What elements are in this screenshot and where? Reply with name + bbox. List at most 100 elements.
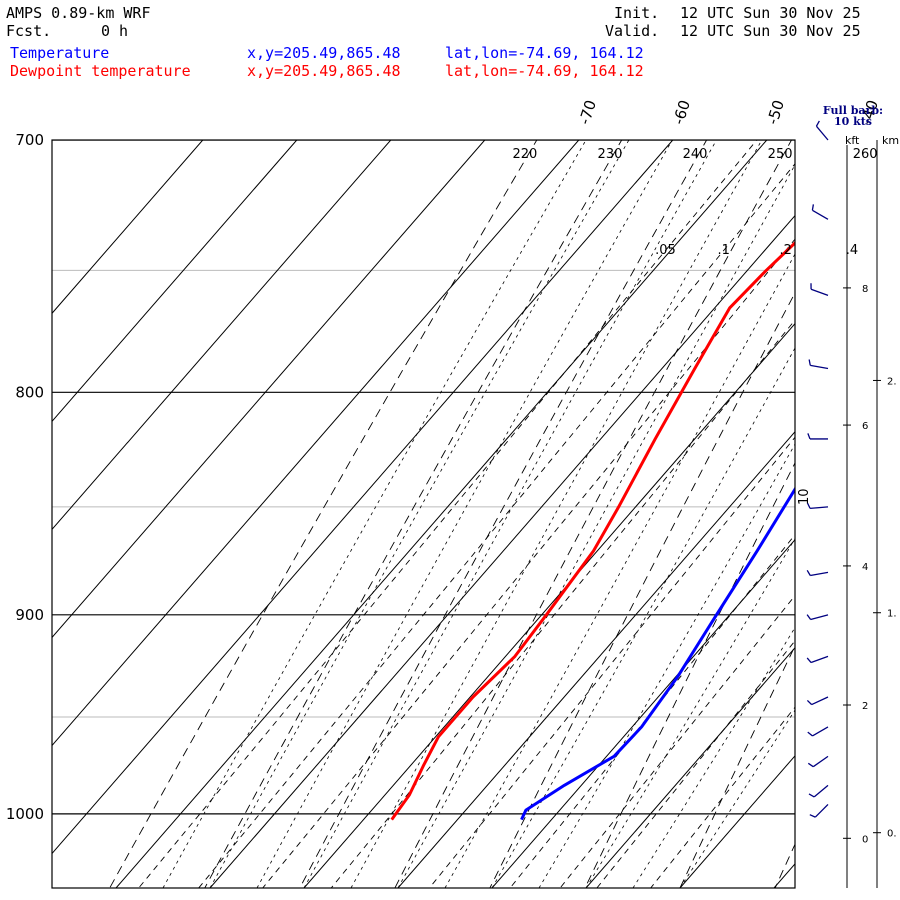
barb-legend-title: Full barb: <box>823 104 883 117</box>
mixing-ratio-line <box>330 319 795 888</box>
theta-tick-label: 240 <box>683 147 708 162</box>
wind-barb-flag <box>806 570 811 576</box>
mixing-ratio-line <box>559 594 795 888</box>
dry-adiabat-line <box>299 140 708 888</box>
mixing-ratio-line <box>596 640 795 888</box>
wind-barb-flag <box>807 731 813 737</box>
wind-barb <box>807 726 829 737</box>
sounding-line <box>520 486 795 821</box>
kft-tick-label: 0 <box>862 834 868 845</box>
pressure-tick-label: 900 <box>15 606 44 624</box>
model-title: AMPS 0.89-km WRF <box>6 4 151 22</box>
wind-barb <box>806 696 829 706</box>
temperature-tick-label: -50 <box>763 98 788 127</box>
legend-dewpoint-latlon: lat,lon=-74.69, 164.12 <box>445 62 644 80</box>
moist-adiabat-line <box>444 253 795 888</box>
isotherm-line <box>491 538 795 888</box>
wind-barb-staff <box>810 571 829 577</box>
km-axis-label: km <box>882 134 899 147</box>
moist-adiabat-line <box>397 163 795 888</box>
init-label: Init. <box>614 4 660 22</box>
wind-barb-staff <box>812 726 829 737</box>
forecast-label: Fcst. <box>6 22 52 40</box>
temperature-tick-label: -70 <box>575 98 600 127</box>
wind-barb-flag <box>809 814 816 818</box>
isotherm-line <box>679 755 795 888</box>
isotherm-line <box>397 430 795 888</box>
wind-barb <box>808 784 829 798</box>
wind-barb-staff <box>815 125 829 141</box>
wind-barb-flag <box>811 204 815 211</box>
wind-barb-staff <box>812 755 829 768</box>
moist-adiabat-line <box>538 443 795 888</box>
plot-area <box>52 85 900 900</box>
wind-barb <box>806 614 829 621</box>
dry-adiabat-line <box>394 140 793 888</box>
wind-barb-staff <box>813 784 829 798</box>
legend-dewpoint-xy: x,y=205.49,865.48 <box>247 62 401 80</box>
mixing-ratio-label: .2 <box>780 243 792 258</box>
wind-barb-flag <box>808 359 811 366</box>
wind-barb <box>810 283 829 296</box>
theta-tick-label: 230 <box>598 147 623 162</box>
wind-barb-flag <box>808 793 815 798</box>
pressure-tick-label: 800 <box>15 383 44 401</box>
legend-temperature-xy: x,y=205.49,865.48 <box>247 44 401 62</box>
valid-value: 12 UTC Sun 30 Nov 25 <box>680 22 861 40</box>
mixing-ratio-line <box>509 534 795 888</box>
plot-frame <box>51 139 796 889</box>
sounding-line <box>390 240 795 821</box>
moist-adiabat-line <box>350 140 763 888</box>
mixing-ratio-line <box>198 163 795 888</box>
dry-adiabat-line <box>489 291 795 888</box>
isotherm-line <box>52 140 486 639</box>
wind-barb-staff <box>810 506 829 510</box>
pressure-tick-label: 700 <box>15 131 44 149</box>
isotherm-line <box>209 214 795 888</box>
valid-label: Valid. <box>605 22 660 40</box>
kft-tick-label: 4 <box>862 562 868 573</box>
wind-barb <box>815 120 829 141</box>
kft-tick-label: 6 <box>862 421 868 432</box>
wind-barb <box>811 204 829 220</box>
wind-barb-staff <box>810 364 829 370</box>
mixing-ratio-line <box>428 436 795 888</box>
wind-barb-staff <box>812 209 829 220</box>
wind-barb-flag <box>807 762 814 768</box>
isotherm-line <box>585 647 795 888</box>
isotherm-line <box>52 140 298 423</box>
barb-legend-value: 10 kts <box>834 115 872 128</box>
dry-adiabat-line <box>679 644 795 888</box>
dry-adiabat-line <box>774 843 795 888</box>
dry-adiabat-line <box>109 140 538 888</box>
wind-barb-staff <box>810 655 829 664</box>
dry-adiabat-line <box>862 85 900 900</box>
wind-barb <box>807 755 829 768</box>
barb-annotation: 10 <box>797 488 812 505</box>
moist-adiabat-line <box>632 626 795 888</box>
wind-barb-staff <box>810 288 829 296</box>
theta-tick-label: 220 <box>512 147 537 162</box>
pressure-tick-label: 1000 <box>6 805 44 823</box>
kft-tick-label: 2 <box>862 701 868 712</box>
isotherm-line <box>115 140 768 888</box>
dry-adiabat-line <box>584 461 795 888</box>
moist-adiabat-line <box>679 709 795 888</box>
moist-adiabat-line <box>256 140 673 888</box>
wind-barb-staff <box>810 614 829 621</box>
isotherm-line <box>303 322 795 888</box>
wind-barb-flag <box>806 657 812 663</box>
wind-barb <box>806 570 829 577</box>
wind-barb <box>809 803 829 818</box>
dry-adiabat-line <box>204 140 623 888</box>
wind-barb <box>806 502 829 510</box>
isotherm-line <box>52 140 580 747</box>
wind-barb-flag <box>815 120 820 127</box>
wind-barb-staff <box>811 696 829 706</box>
wind-barb-flag <box>806 502 811 509</box>
moist-adiabat-line <box>303 140 717 888</box>
wind-barb <box>808 359 829 370</box>
mixing-ratio-line <box>138 140 758 888</box>
wind-barb <box>806 655 829 664</box>
